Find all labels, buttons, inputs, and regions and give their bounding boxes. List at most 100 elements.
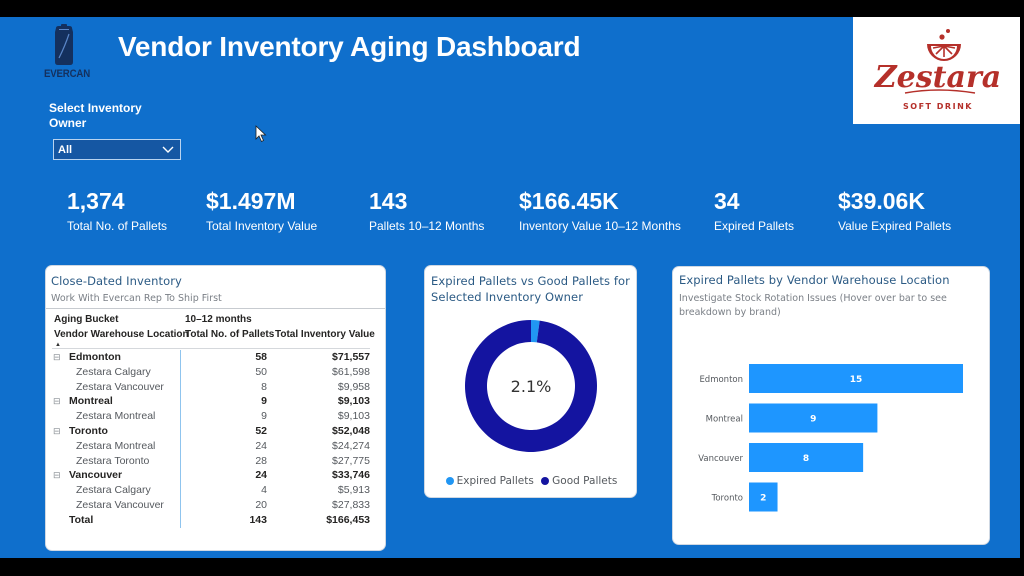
cell-value: $166,453 xyxy=(326,513,370,526)
mouse-cursor-icon xyxy=(255,125,267,143)
donut-slice-good[interactable] xyxy=(465,320,597,452)
bar-edmonton[interactable] xyxy=(749,364,963,393)
cell-location: Total xyxy=(69,513,94,526)
cell-location: Zestara Vancouver xyxy=(76,380,164,393)
kpi-value: $1.497M xyxy=(206,188,296,214)
legend-item-good[interactable]: Good Pallets xyxy=(541,475,617,487)
donut-chart: 2.1% xyxy=(465,320,597,452)
card-subtitle: Investigate Stock Rotation Issues (Hover… xyxy=(679,293,947,318)
cell-pallets: 28 xyxy=(255,454,267,467)
divider xyxy=(46,308,385,309)
collapse-icon[interactable]: ⊟ xyxy=(53,396,61,407)
cell-pallets: 24 xyxy=(255,439,267,452)
legend-item-expired[interactable]: Expired Pallets xyxy=(445,475,534,487)
group-row[interactable]: ⊟ Montreal 9 $9,103 xyxy=(46,394,385,409)
table-row[interactable]: Zestara Toronto 28 $27,775 xyxy=(46,454,385,469)
collapse-icon[interactable]: ⊟ xyxy=(53,352,61,362)
cell-pallets: 50 xyxy=(255,365,267,378)
kpi-label: Total No. of Pallets xyxy=(67,219,168,233)
group-row[interactable]: ⊟ Vancouver 24 $33,746 xyxy=(46,468,385,483)
cell-location: Edmonton xyxy=(69,351,121,363)
dashboard-canvas: EVERCAN Vendor Inventory Aging Dashboard… xyxy=(0,17,1020,558)
kpi-label: Pallets 10–12 Months xyxy=(369,219,485,233)
kpi-label: Inventory Value 10–12 Months xyxy=(519,219,681,233)
card-title: Close-Dated Inventory xyxy=(51,274,182,288)
cell-location: Zestara Montreal xyxy=(76,439,156,452)
table-body: ⊟ Edmonton 58 $71,557 Zestara Calgary 50 $61,5… xyxy=(46,350,385,528)
table-row[interactable]: Zestara Calgary 50 $61,598 xyxy=(46,365,385,380)
collapse-icon[interactable]: ⊟ xyxy=(53,425,61,436)
header-total-inventory-value[interactable]: Total Inventory Value xyxy=(275,329,375,340)
header-10-12-months[interactable]: 10–12 months xyxy=(185,314,252,325)
kpi-value-expired-pallets: $39.06K Value Expired Pallets xyxy=(838,187,951,234)
bar-toronto[interactable] xyxy=(749,482,778,512)
zestara-brand-text: Zestara xyxy=(874,60,1001,95)
header-vendor-warehouse-location[interactable]: Vendor Warehouse Location xyxy=(54,329,189,340)
bar-data-label: 15 xyxy=(850,375,863,385)
column-divider xyxy=(180,350,181,528)
expired-vs-good-card: Expired Pallets vs Good Pallets for Sele… xyxy=(424,265,637,498)
bar-category-label: Vancouver xyxy=(698,454,743,464)
cell-pallets: 4 xyxy=(261,484,267,497)
cell-value: $9,103 xyxy=(337,410,370,423)
bar-data-label: 8 xyxy=(803,454,809,464)
cell-value: $71,557 xyxy=(332,351,370,363)
cell-value: $27,833 xyxy=(332,498,370,511)
inventory-owner-dropdown[interactable]: All xyxy=(53,139,181,160)
table-row[interactable]: Zestara Montreal 9 $9,103 xyxy=(46,409,385,424)
table-row[interactable]: Zestara Montreal 24 $24,274 xyxy=(46,439,385,454)
cell-location: Toronto xyxy=(69,424,108,437)
cell-value: $9,958 xyxy=(337,380,370,393)
table-row[interactable]: Zestara Vancouver 8 $9,958 xyxy=(46,380,385,395)
kpi-value: 1,374 xyxy=(67,188,125,214)
header-total-pallets[interactable]: Total No. of Pallets xyxy=(185,329,275,340)
kpi-value: 143 xyxy=(369,188,408,214)
cell-value: $24,274 xyxy=(332,439,370,452)
collapse-icon[interactable]: ⊟ xyxy=(53,470,61,481)
bar-montreal[interactable] xyxy=(749,403,878,433)
kpi-value: 34 xyxy=(714,188,740,214)
cell-value: $5,913 xyxy=(337,484,370,497)
kpi-value: $39.06K xyxy=(838,188,925,214)
page-title: Vendor Inventory Aging Dashboard xyxy=(118,31,581,62)
donut-slice-expired[interactable] xyxy=(531,320,540,343)
cell-pallets: 52 xyxy=(255,424,267,437)
legend-label: Expired Pallets xyxy=(456,475,534,487)
bar-data-label: 2 xyxy=(760,494,766,504)
cell-pallets: 143 xyxy=(249,513,267,526)
cell-value: $52,048 xyxy=(332,424,370,437)
card-title: Expired Pallets by Vendor Warehouse Loca… xyxy=(679,273,950,287)
cell-value: $33,746 xyxy=(332,469,370,482)
group-row[interactable]: ⊟ Toronto 52 $52,048 xyxy=(46,424,385,439)
table-row[interactable]: Zestara Calgary 4 $5,913 xyxy=(46,483,385,498)
group-row[interactable]: ⊟ Edmonton 58 $71,557 xyxy=(46,350,385,365)
cell-pallets: 8 xyxy=(261,380,267,393)
header-aging-bucket: Aging Bucket xyxy=(54,314,119,325)
evercan-logo-text: EVERCAN xyxy=(43,68,91,80)
cell-pallets: 9 xyxy=(261,395,267,408)
cell-value: $61,598 xyxy=(332,365,370,378)
can-icon xyxy=(55,24,73,65)
kpi-total-pallets: 1,374 Total No. of Pallets xyxy=(67,187,167,234)
cell-value: $27,775 xyxy=(332,454,370,467)
cell-value: $9,103 xyxy=(337,395,370,408)
kpi-total-inventory-value: $1.497M Total Inventory Value xyxy=(206,187,317,234)
cell-location: Vancouver xyxy=(69,469,123,482)
sort-ascending-icon: ▲ xyxy=(55,342,61,348)
cell-location: Montreal xyxy=(69,395,113,408)
kpi-value: $166.45K xyxy=(519,188,619,214)
header-divider xyxy=(52,348,370,349)
kpi-label: Expired Pallets xyxy=(714,219,795,233)
card-title: Expired Pallets vs Good Pallets for Sele… xyxy=(431,274,630,304)
cell-pallets: 20 xyxy=(255,498,267,511)
bar-data-label: 9 xyxy=(810,415,816,425)
evercan-logo: EVERCAN xyxy=(36,21,98,83)
kpi-inventory-value-10-12-months: $166.45K Inventory Value 10–12 Months xyxy=(519,187,681,234)
total-row[interactable]: Total 143 $166,453 xyxy=(46,513,385,528)
bar-vancouver[interactable] xyxy=(749,443,864,472)
expired-by-location-card: Expired Pallets by Vendor Warehouse Loca… xyxy=(672,266,990,545)
cell-location: Zestara Calgary xyxy=(76,484,151,497)
cell-pallets: 58 xyxy=(255,351,267,363)
bar-category-label: Edmonton xyxy=(699,375,743,385)
table-row[interactable]: Zestara Vancouver 20 $27,833 xyxy=(46,498,385,513)
